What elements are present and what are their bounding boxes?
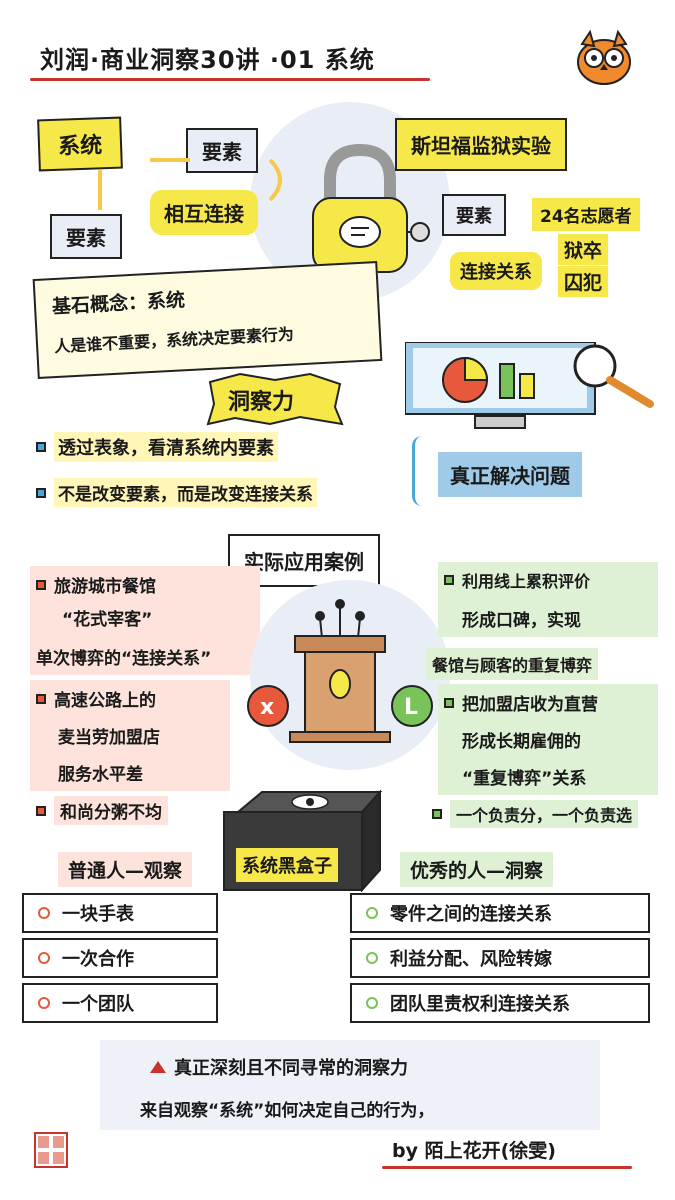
green-bullet-icon [444,697,454,708]
owl-mascot-icon [572,28,636,88]
blue-bullet-icon [36,487,46,498]
byline: by 陌上花开(徐雯) [392,1140,556,1162]
element-tag-1: 要素 [186,128,258,173]
blackbox-label: 系统黑盒子 [236,848,338,882]
insight-item-2: 不是改变要素，而是改变连接关系 [36,478,317,507]
case-right-1-line2: 形成口碑，实现 [462,611,581,631]
case-right-2-line1: 把加盟店收为直营 [462,695,598,715]
ordinary-item-2-text: 一次合作 [62,949,134,970]
insight-burst [200,372,350,427]
page-title: 刘润·商业洞察30讲 ·01 系统 [40,46,375,74]
blue-bullet-icon [36,442,46,452]
case-left-2-line1: 高速公路上的 [54,691,156,711]
case-right-1: 利用线上累积评价 形成口碑，实现 [438,562,658,637]
excellent-item-2: 利益分配、风险转嫁 [350,938,650,978]
solve-problem-tag: 真正解决问题 [438,452,582,497]
stanford-title: 斯坦福监狱实验 [395,118,567,171]
svg-text:L: L [404,695,418,720]
case-left-1: 旅游城市餐馆 “花式宰客” 单次博弈的“连接关系” [30,566,260,675]
case-left-1-line3: 单次博弈的“连接关系” [36,649,212,669]
green-dot-icon [366,907,378,919]
red-dot-icon [38,907,50,919]
case-right-3-text: 一个负责分，一个负责选 [450,800,639,828]
stanford-element-value: 24名志愿者 [532,198,640,231]
ordinary-item-1: 一块手表 [22,893,218,933]
ordinary-item-3-text: 一个团队 [62,994,134,1015]
insight-brace [412,436,432,506]
excellent-item-1: 零件之间的连接关系 [350,893,650,933]
connection-lines [98,158,282,210]
red-bullet-icon [36,693,46,704]
stanford-connection-value2: 囚犯 [558,266,609,297]
red-dot-icon [38,997,50,1009]
case-left-2-line3: 服务水平差 [58,765,143,785]
insight-item-1: 透过表象，看清系统内要素 [36,432,278,462]
insight-item-2-text: 不是改变要素，而是改变连接关系 [54,478,317,507]
insight-label: 洞察力 [228,390,295,415]
excellent-item-3-text: 团队里责权利连接关系 [390,994,570,1015]
basic-concept-box: 基石概念：系统 人是谁不重要，系统决定要素行为 [32,261,383,379]
case-left-2-line2: 麦当劳加盟店 [58,728,160,748]
footer-line2: 来自观察“系统”如何决定自己的行为， [140,1101,435,1121]
ordinary-item-2: 一次合作 [22,938,218,978]
green-bullet-icon [432,809,442,819]
case-left-3: 和尚分粥不均 [36,796,168,825]
case-right-3: 一个负责分，一个负责选 [432,800,639,828]
podium-icon: x L [240,598,440,748]
footer-background [100,1040,600,1130]
excellent-item-2-text: 利益分配、风险转嫁 [390,949,552,970]
seal-stamp-icon [34,1132,68,1168]
footer-line1-text: 真正深刻且不同寻常的洞察力 [174,1058,408,1079]
green-dot-icon [366,952,378,964]
excellent-title: 优秀的人—洞察 [400,852,554,887]
ordinary-item-3: 一个团队 [22,983,218,1023]
red-bullet-icon [36,579,46,590]
case-right-2-line3: “重复博弈”关系 [462,769,587,789]
ordinary-item-1-text: 一块手表 [62,904,134,925]
title-underline [30,78,430,81]
element-tag-2: 要素 [50,214,122,259]
ordinary-title: 普通人—观察 [58,852,193,887]
stanford-element-label: 要素 [442,194,506,236]
excellent-item-3: 团队里责权利连接关系 [350,983,650,1023]
svg-text:x: x [260,695,274,720]
insight-item-1-text: 透过表象，看清系统内要素 [54,432,278,462]
chart-monitor-icon [404,341,660,432]
green-bullet-icon [444,575,454,585]
case-right-1-line3: 餐馆与顾客的重复博弈 [426,648,599,680]
case-left-3-text: 和尚分粥不均 [54,796,168,825]
stanford-connection-value1: 狱卒 [558,234,609,265]
red-dot-icon [38,952,50,964]
byline-underline [382,1166,632,1169]
green-dot-icon [366,997,378,1009]
stanford-connection-label: 连接关系 [450,252,542,290]
red-triangle-icon [150,1061,166,1073]
basic-concept-line1: 基石概念：系统 [51,289,186,319]
excellent-item-1-text: 零件之间的连接关系 [390,904,552,925]
case-left-2: 高速公路上的 麦当劳加盟店 服务水平差 [30,680,230,791]
connection-tag: 相互连接 [150,190,258,235]
basic-concept-line2: 人是谁不重要，系统决定要素行为 [53,324,295,357]
case-left-1-line1: 旅游城市餐馆 [54,577,156,597]
case-left-1-line2: “花式宰客” [62,610,153,630]
case-right-2: 把加盟店收为直营 形成长期雇佣的 “重复博弈”关系 [438,684,658,795]
case-right-1-line1: 利用线上累积评价 [462,572,591,591]
case-right-2-line2: 形成长期雇佣的 [462,732,581,752]
red-bullet-icon [36,805,46,816]
lock-icon [295,140,435,280]
footer-line1: 真正深刻且不同寻常的洞察力 [150,1054,408,1080]
